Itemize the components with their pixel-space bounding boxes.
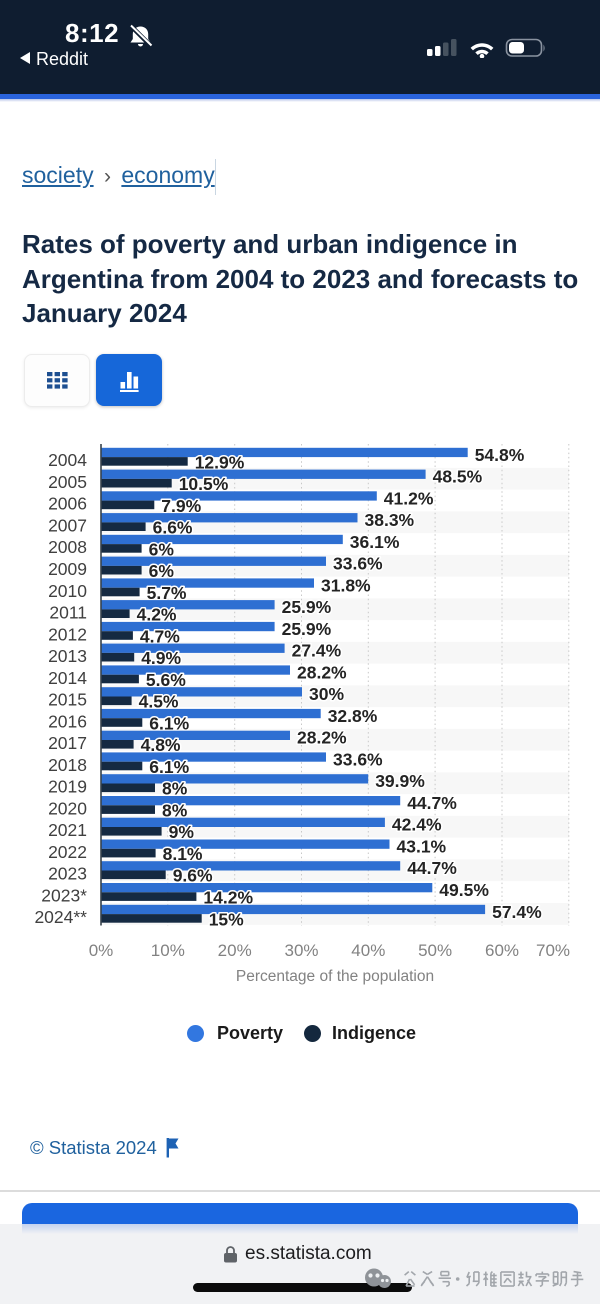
svg-text:28.2%: 28.2% — [297, 662, 347, 682]
svg-text:6.6%: 6.6% — [153, 518, 193, 538]
svg-text:33.6%: 33.6% — [333, 749, 383, 769]
svg-text:2006: 2006 — [48, 494, 87, 514]
svg-text:27.4%: 27.4% — [292, 641, 342, 661]
svg-text:10.5%: 10.5% — [179, 474, 229, 494]
svg-text:43.1%: 43.1% — [397, 837, 447, 857]
svg-text:50%: 50% — [418, 941, 452, 960]
svg-text:39.9%: 39.9% — [375, 771, 425, 791]
svg-text:15%: 15% — [209, 909, 244, 929]
svg-text:10%: 10% — [151, 941, 185, 960]
svg-text:40%: 40% — [351, 941, 385, 960]
svg-text:2015: 2015 — [48, 690, 87, 710]
svg-text:9%: 9% — [169, 822, 195, 842]
svg-text:6%: 6% — [149, 561, 175, 581]
svg-text:6.1%: 6.1% — [149, 713, 189, 733]
svg-text:2023*: 2023* — [41, 885, 87, 905]
svg-text:48.5%: 48.5% — [433, 467, 483, 487]
svg-text:2018: 2018 — [48, 755, 87, 775]
svg-text:14.2%: 14.2% — [203, 888, 253, 908]
svg-text:4.8%: 4.8% — [141, 735, 181, 755]
svg-text:2008: 2008 — [48, 537, 87, 557]
svg-text:2019: 2019 — [48, 777, 87, 797]
svg-text:2010: 2010 — [48, 581, 87, 601]
svg-text:38.3%: 38.3% — [365, 510, 415, 530]
svg-text:2012: 2012 — [48, 624, 87, 644]
svg-text:8.1%: 8.1% — [163, 844, 203, 864]
svg-text:2017: 2017 — [48, 733, 87, 753]
svg-text:2004: 2004 — [48, 450, 87, 470]
svg-text:20%: 20% — [218, 941, 252, 960]
svg-text:4.2%: 4.2% — [137, 605, 177, 625]
svg-text:30%: 30% — [284, 941, 318, 960]
svg-text:8%: 8% — [162, 779, 188, 799]
svg-text:25.9%: 25.9% — [282, 619, 332, 639]
svg-text:32.8%: 32.8% — [328, 706, 378, 726]
svg-text:6%: 6% — [149, 539, 175, 559]
svg-text:12.9%: 12.9% — [195, 452, 245, 472]
svg-text:44.7%: 44.7% — [407, 858, 457, 878]
svg-text:2024**: 2024** — [34, 907, 87, 927]
svg-text:8%: 8% — [162, 801, 188, 821]
svg-text:57.4%: 57.4% — [492, 902, 542, 922]
svg-text:41.2%: 41.2% — [384, 488, 434, 508]
svg-text:2014: 2014 — [48, 668, 87, 688]
svg-text:2016: 2016 — [48, 711, 87, 731]
svg-text:2005: 2005 — [48, 472, 87, 492]
svg-text:7.9%: 7.9% — [161, 496, 201, 516]
svg-text:28.2%: 28.2% — [297, 728, 347, 748]
svg-text:2022: 2022 — [48, 842, 87, 862]
svg-text:4.9%: 4.9% — [141, 648, 181, 668]
svg-text:2023: 2023 — [48, 864, 87, 884]
svg-text:2020: 2020 — [48, 798, 87, 818]
svg-text:44.7%: 44.7% — [407, 793, 457, 813]
svg-text:33.6%: 33.6% — [333, 554, 383, 574]
svg-text:9.6%: 9.6% — [173, 866, 213, 886]
svg-text:54.8%: 54.8% — [475, 445, 525, 465]
svg-text:4.5%: 4.5% — [139, 692, 179, 712]
svg-text:42.4%: 42.4% — [392, 815, 442, 835]
svg-text:2009: 2009 — [48, 559, 87, 579]
svg-text:70%: 70% — [536, 941, 570, 960]
svg-text:31.8%: 31.8% — [321, 575, 371, 595]
svg-text:2013: 2013 — [48, 646, 87, 666]
svg-text:25.9%: 25.9% — [282, 597, 332, 617]
svg-text:5.6%: 5.6% — [146, 670, 186, 690]
svg-text:2021: 2021 — [48, 820, 87, 840]
svg-text:4.7%: 4.7% — [140, 626, 180, 646]
svg-text:Percentage of the population: Percentage of the population — [236, 968, 434, 985]
svg-text:36.1%: 36.1% — [350, 532, 400, 552]
svg-text:2011: 2011 — [49, 603, 87, 623]
svg-text:0%: 0% — [89, 941, 114, 960]
svg-text:5.7%: 5.7% — [147, 583, 187, 603]
svg-text:6.1%: 6.1% — [149, 757, 189, 777]
svg-text:30%: 30% — [309, 684, 344, 704]
svg-text:60%: 60% — [485, 941, 519, 960]
svg-text:49.5%: 49.5% — [439, 880, 489, 900]
svg-text:2007: 2007 — [48, 516, 87, 536]
